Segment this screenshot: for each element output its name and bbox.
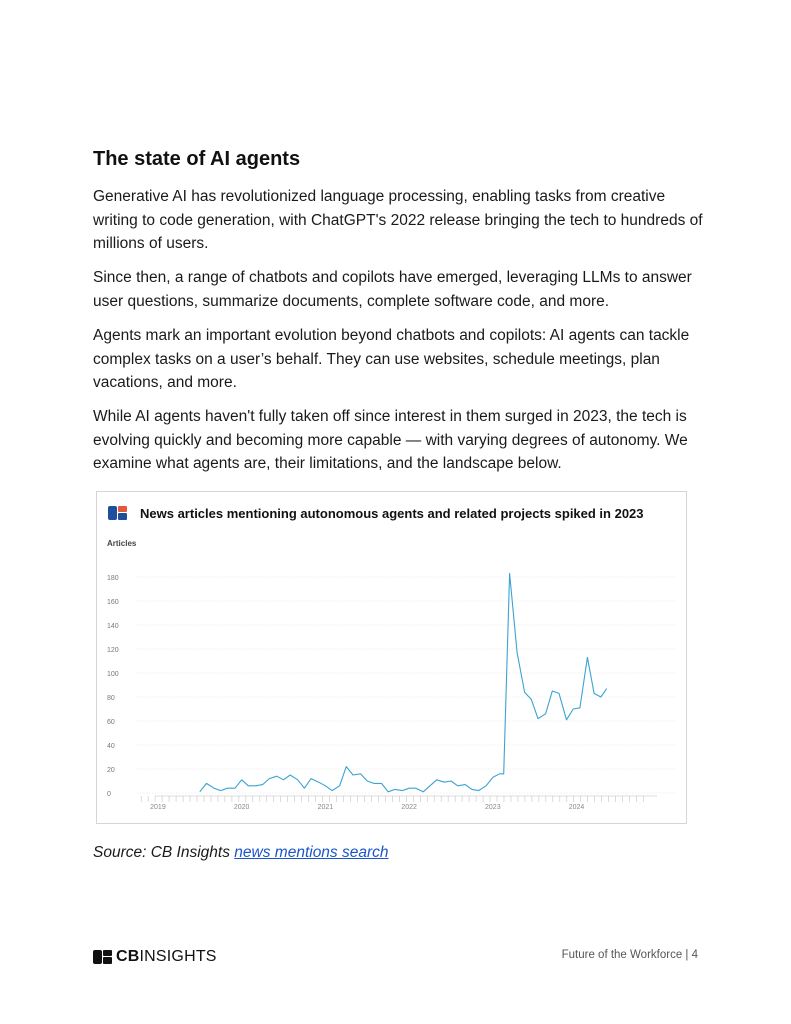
x-tick-label-2023: 2023 (485, 804, 501, 811)
source-prefix: Source: CB Insights (93, 844, 235, 861)
news-mentions-search-link[interactable]: news mentions search (234, 844, 389, 861)
y-tick-label-20: 20 (107, 767, 115, 774)
paragraph-chatbots: Since then, a range of chatbots and copi… (93, 269, 692, 310)
x-tick-label-2019: 2019 (150, 804, 166, 811)
y-tick-label-40: 40 (107, 743, 115, 750)
chart-card: News articles mentioning autonomous agen… (96, 491, 687, 824)
chart-logo-icon (108, 506, 127, 520)
footer-page-label: Future of the Workforce | 4 (561, 949, 698, 961)
cb-insights-logo: CBINSIGHTS (93, 948, 217, 966)
paragraph-outlook: While AI agents haven't fully taken off … (93, 408, 688, 472)
chart-title: News articles mentioning autonomous agen… (140, 506, 644, 521)
y-tick-label-80: 80 (107, 695, 115, 702)
source-caption: Source: CB Insights news mentions search (93, 844, 389, 862)
page-title: The state of AI agents (93, 148, 301, 170)
y-tick-label-180: 180 (107, 575, 119, 582)
y-tick-label-160: 160 (107, 599, 119, 606)
y-tick-label-120: 120 (107, 647, 119, 654)
paragraph-intro: Generative AI has revolutionized languag… (93, 188, 703, 252)
paragraph-agents: Agents mark an important evolution beyon… (93, 327, 690, 391)
chart-y-ticks: 0 20 40 60 80 100 120 140 160 180 (107, 575, 119, 798)
y-tick-label-100: 100 (107, 671, 119, 678)
chart-y-axis-label: Articles (107, 539, 137, 548)
cb-insights-wordmark: CBINSIGHTS (116, 948, 217, 965)
cb-insights-logo-icon (93, 950, 112, 964)
y-tick-label-0: 0 (107, 791, 111, 798)
x-tick-label-2024: 2024 (569, 804, 585, 811)
series-line-articles (199, 572, 608, 793)
news-mentions-chart: News articles mentioning autonomous agen… (107, 506, 677, 811)
chart-series (199, 572, 608, 793)
x-tick-label-2022: 2022 (401, 804, 417, 811)
chart-gridlines (137, 576, 677, 794)
x-tick-label-2021: 2021 (318, 804, 334, 811)
y-tick-label-140: 140 (107, 623, 119, 630)
chart-x-axis: 2019 2020 2021 2022 2023 2024 (140, 795, 657, 811)
x-tick-label-2020: 2020 (234, 804, 250, 811)
y-tick-label-60: 60 (107, 719, 115, 726)
